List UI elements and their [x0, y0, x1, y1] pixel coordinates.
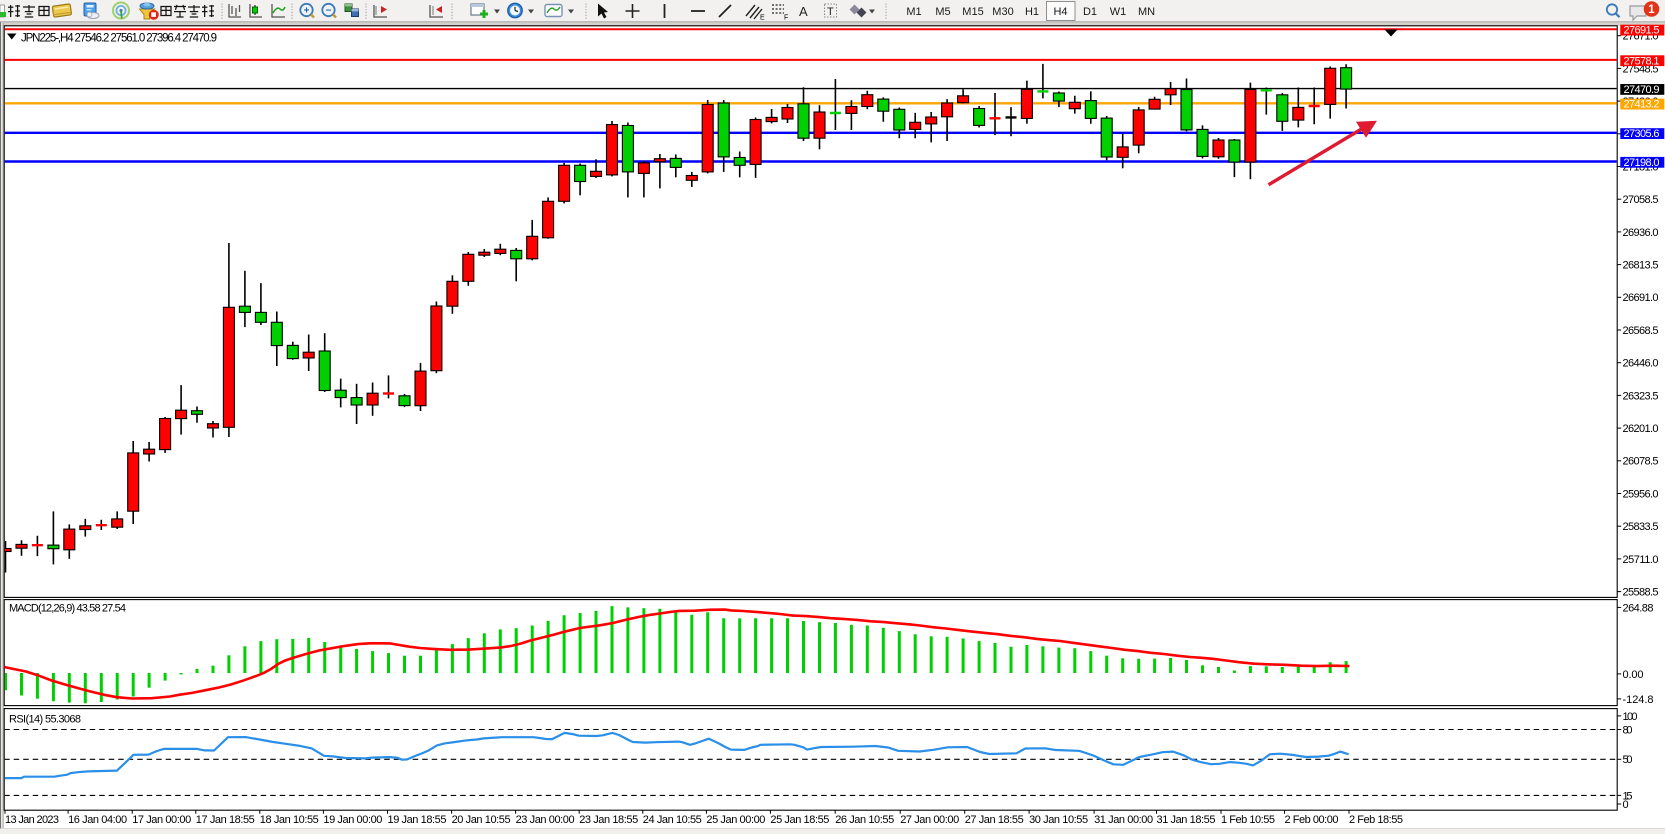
svg-text:26323.5: 26323.5	[1623, 390, 1659, 402]
svg-text:50: 50	[1623, 754, 1633, 766]
svg-text:26078.5: 26078.5	[1623, 456, 1659, 468]
svg-text:17 Jan 00:00: 17 Jan 00:00	[132, 814, 191, 826]
svg-text:100: 100	[1623, 711, 1638, 723]
svg-text:D1: D1	[1083, 6, 1097, 18]
svg-text:23 Jan 18:55: 23 Jan 18:55	[579, 814, 638, 826]
svg-text:M5: M5	[935, 6, 950, 18]
svg-text:0.00: 0.00	[1623, 669, 1644, 681]
svg-text:31 Jan 18:55: 31 Jan 18:55	[1157, 814, 1216, 826]
svg-text:1 Feb 10:55: 1 Feb 10:55	[1221, 814, 1275, 826]
svg-text:16 Jan 04:00: 16 Jan 04:00	[68, 814, 127, 826]
svg-text:25588.5: 25588.5	[1623, 587, 1659, 599]
svg-text:27691.5: 27691.5	[1624, 25, 1660, 37]
svg-text:27198.0: 27198.0	[1624, 157, 1660, 169]
svg-text:19 Jan 18:55: 19 Jan 18:55	[388, 814, 447, 826]
svg-text:RSI(14) 55.3068: RSI(14) 55.3068	[9, 714, 81, 726]
svg-text:26201.0: 26201.0	[1623, 423, 1659, 435]
svg-text:F: F	[784, 15, 788, 22]
svg-text:26813.5: 26813.5	[1623, 260, 1659, 272]
svg-text:25711.0: 25711.0	[1623, 554, 1659, 566]
svg-text:27 Jan 18:55: 27 Jan 18:55	[965, 814, 1024, 826]
svg-text:T: T	[827, 6, 834, 18]
svg-text:MACD(12,26,9) 43.58 27.54: MACD(12,26,9) 43.58 27.54	[9, 603, 126, 615]
svg-text:2 Feb 00:00: 2 Feb 00:00	[1285, 814, 1339, 826]
svg-text:H1: H1	[1025, 6, 1039, 18]
svg-text:264.88: 264.88	[1623, 602, 1654, 614]
svg-text:+: +	[304, 6, 310, 17]
svg-text:JPN225-,H4 27546.2 27561.0 27: JPN225-,H4 27546.2 27561.0 27396.4 27470…	[21, 33, 217, 45]
svg-text:19 Jan 00:00: 19 Jan 00:00	[323, 814, 382, 826]
svg-text:26691.0: 26691.0	[1623, 292, 1659, 304]
svg-text:1: 1	[1648, 4, 1655, 16]
svg-text:26 Jan 10:55: 26 Jan 10:55	[835, 814, 894, 826]
svg-text:W1: W1	[1110, 6, 1127, 18]
svg-text:24 Jan 10:55: 24 Jan 10:55	[643, 814, 702, 826]
svg-text:−: −	[326, 6, 332, 17]
svg-text:27413.2: 27413.2	[1624, 99, 1660, 111]
svg-text:25 Jan 00:00: 25 Jan 00:00	[706, 814, 765, 826]
svg-text:MN: MN	[1138, 6, 1155, 18]
svg-text:27578.1: 27578.1	[1624, 55, 1660, 67]
svg-text:27305.6: 27305.6	[1624, 128, 1660, 140]
svg-text:20 Jan 10:55: 20 Jan 10:55	[452, 814, 511, 826]
svg-text:-124.8: -124.8	[1623, 694, 1654, 706]
svg-text:26446.0: 26446.0	[1623, 358, 1659, 370]
svg-text:26936.0: 26936.0	[1623, 227, 1659, 239]
svg-text:27058.5: 27058.5	[1623, 194, 1659, 206]
svg-text:25833.5: 25833.5	[1623, 521, 1659, 533]
svg-text:18 Jan 10:55: 18 Jan 10:55	[260, 814, 319, 826]
svg-text:E: E	[760, 15, 765, 22]
svg-text:2 Feb 18:55: 2 Feb 18:55	[1349, 814, 1403, 826]
svg-text:13 Jan 2023: 13 Jan 2023	[5, 814, 59, 826]
svg-text:27548.5: 27548.5	[1623, 63, 1659, 75]
svg-text:80: 80	[1623, 724, 1633, 736]
svg-text:27470.9: 27470.9	[1624, 84, 1660, 96]
svg-text:H4: H4	[1053, 6, 1067, 18]
svg-text:25956.0: 25956.0	[1623, 488, 1659, 500]
svg-text:0: 0	[1623, 799, 1629, 811]
svg-text:23 Jan 00:00: 23 Jan 00:00	[516, 814, 575, 826]
svg-text:M15: M15	[962, 6, 983, 18]
svg-text:A: A	[799, 4, 808, 19]
svg-text:15: 15	[1623, 790, 1633, 802]
svg-text:M30: M30	[992, 6, 1013, 18]
svg-text:30 Jan 10:55: 30 Jan 10:55	[1029, 814, 1088, 826]
svg-text:17 Jan 18:55: 17 Jan 18:55	[196, 814, 255, 826]
svg-text:25 Jan 18:55: 25 Jan 18:55	[770, 814, 829, 826]
svg-text:27 Jan 00:00: 27 Jan 00:00	[900, 814, 959, 826]
svg-text:31 Jan 00:00: 31 Jan 00:00	[1094, 814, 1153, 826]
svg-text:M1: M1	[906, 6, 921, 18]
svg-text:26568.5: 26568.5	[1623, 325, 1659, 337]
